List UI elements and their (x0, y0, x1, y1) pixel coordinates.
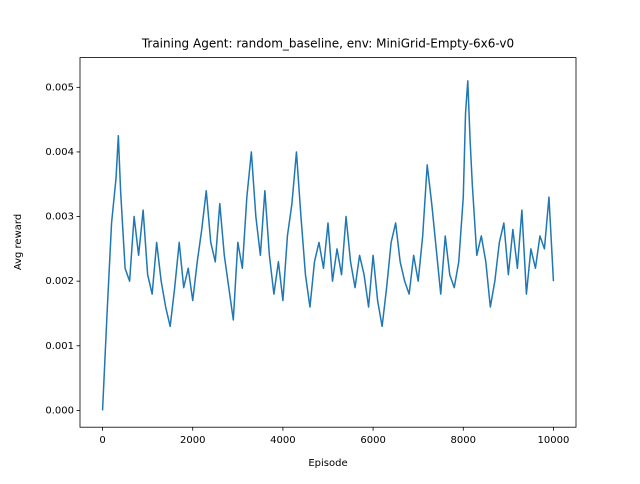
x-tick-label: 0 (99, 435, 105, 446)
y-tick-label: 0.001 (45, 341, 74, 352)
chart-title: Training Agent: random_baseline, env: Mi… (141, 37, 514, 51)
data-line (101, 80, 555, 411)
x-tick-label: 2000 (180, 435, 205, 446)
x-tick-label: 10000 (538, 435, 570, 446)
y-tick-label: 0.004 (45, 147, 74, 158)
x-tick-label: 4000 (270, 435, 295, 446)
y-tick-label: 0.005 (45, 82, 74, 93)
y-axis-label: Avg reward (13, 214, 24, 270)
x-tick-label: 8000 (451, 435, 476, 446)
y-tick-label: 0.003 (45, 212, 74, 223)
plot-frame (79, 57, 577, 428)
y-tick-label: 0.000 (45, 405, 74, 416)
y-tick-label: 0.002 (45, 276, 74, 287)
x-axis-label: Episode (308, 458, 347, 469)
x-tick-label: 6000 (360, 435, 385, 446)
